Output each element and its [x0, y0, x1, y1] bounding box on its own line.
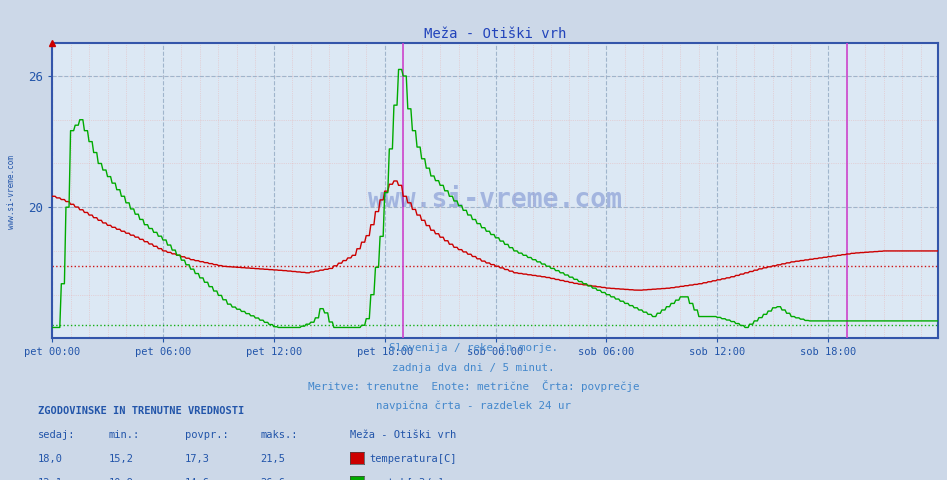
Text: 21,5: 21,5	[260, 454, 285, 464]
Text: min.:: min.:	[109, 430, 140, 440]
Text: Slovenija / reke in morje.: Slovenija / reke in morje.	[389, 343, 558, 353]
Text: 10,9: 10,9	[109, 478, 134, 480]
Text: pretok[m3/s]: pretok[m3/s]	[369, 478, 444, 480]
Text: 18,0: 18,0	[38, 454, 63, 464]
Text: Meritve: trenutne  Enote: metrične  Črta: povprečje: Meritve: trenutne Enote: metrične Črta: …	[308, 380, 639, 392]
Text: sedaj:: sedaj:	[38, 430, 76, 440]
Text: povpr.:: povpr.:	[185, 430, 228, 440]
Text: navpična črta - razdelek 24 ur: navpična črta - razdelek 24 ur	[376, 400, 571, 411]
Text: 15,2: 15,2	[109, 454, 134, 464]
Text: 26,6: 26,6	[260, 478, 285, 480]
Text: temperatura[C]: temperatura[C]	[369, 454, 456, 464]
Title: Meža - Otiški vrh: Meža - Otiški vrh	[423, 27, 566, 41]
Text: 14,6: 14,6	[185, 478, 209, 480]
Text: www.si-vreme.com: www.si-vreme.com	[367, 187, 622, 213]
Text: 12,1: 12,1	[38, 478, 63, 480]
Text: maks.:: maks.:	[260, 430, 298, 440]
Text: 17,3: 17,3	[185, 454, 209, 464]
Text: Meža - Otiški vrh: Meža - Otiški vrh	[350, 430, 456, 440]
Text: ZGODOVINSKE IN TRENUTNE VREDNOSTI: ZGODOVINSKE IN TRENUTNE VREDNOSTI	[38, 406, 244, 416]
Text: www.si-vreme.com: www.si-vreme.com	[7, 155, 16, 229]
Text: zadnja dva dni / 5 minut.: zadnja dva dni / 5 minut.	[392, 362, 555, 372]
